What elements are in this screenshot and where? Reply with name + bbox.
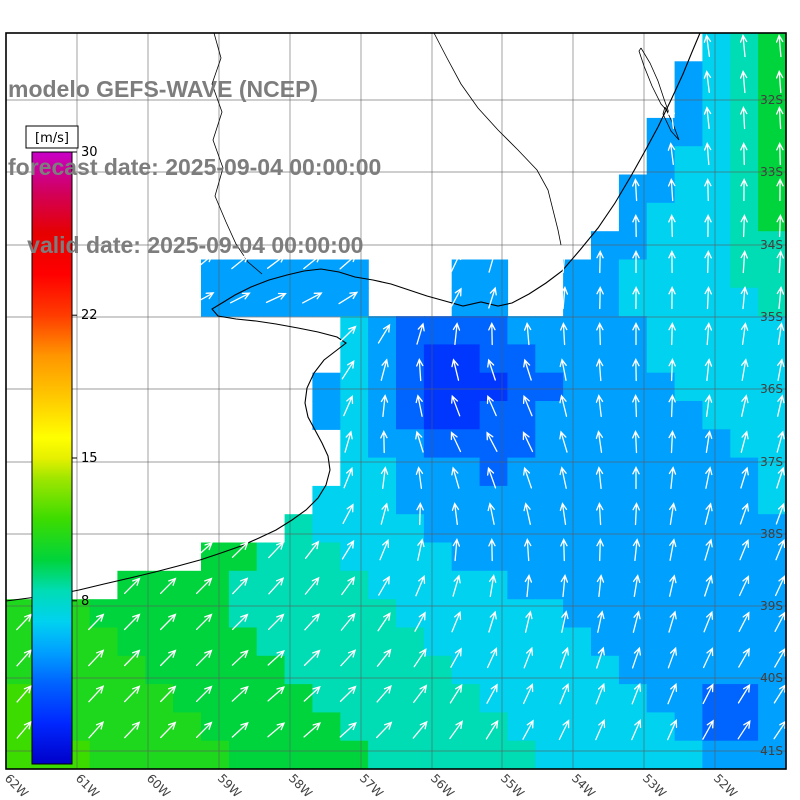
wind-arrows [16, 34, 787, 741]
wind-speed-field [6, 33, 787, 770]
lat-tick-label: 33S [760, 165, 783, 179]
valid-date-label: valid date: 2025-09-04 00:00:00 [8, 232, 364, 258]
lat-tick-label: 36S [760, 382, 783, 396]
colorbar-tick-label: 30 [81, 145, 98, 160]
colorbar-tick-label: 22 [81, 308, 98, 323]
lat-tick-label: 32S [760, 93, 783, 107]
border-river-line [433, 32, 562, 246]
colorbar-unit-label: [m/s] [35, 131, 69, 146]
border-river-line [662, 106, 680, 141]
map-frame [5, 32, 787, 770]
border-river-line [211, 32, 263, 275]
lat-labels: 32S 33S 34S 35S 36S 37S 38S 39S 40S 41S [760, 93, 783, 758]
lat-tick-label: 39S [760, 599, 783, 613]
lat-tick-label: 35S [760, 310, 783, 324]
lat-tick-label: 40S [760, 671, 783, 685]
lat-tick-label: 37S [760, 455, 783, 469]
forecast-date-label: forecast date: 2025-09-04 00:00:00 [8, 154, 382, 180]
map-header: modelo GEFS-WAVE (NCEP) forecast date: 2… [8, 24, 381, 310]
colorbar: 30 22 15 8 [m/s] [25, 125, 98, 765]
border-river-line [638, 47, 670, 114]
lat-tick-label: 38S [760, 527, 783, 541]
colorbar-tick-label: 8 [81, 594, 89, 609]
colorbar-tick-label: 15 [81, 451, 98, 466]
lat-tick-label: 41S [760, 744, 783, 758]
colorbar-gradient [31, 151, 73, 765]
coastline [5, 32, 701, 602]
graticule [6, 33, 786, 769]
lat-tick-label: 34S [760, 238, 783, 252]
model-title: modelo GEFS-WAVE (NCEP) [8, 76, 319, 102]
